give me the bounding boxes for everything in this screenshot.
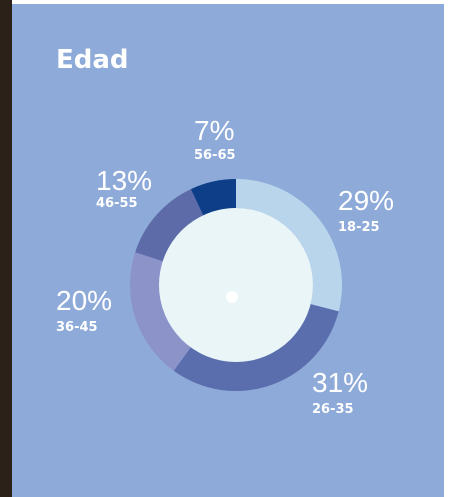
donut-segment — [173, 304, 339, 391]
category-label: 26-35 — [312, 402, 354, 417]
category-label: 36-45 — [56, 320, 98, 335]
percent-label: 7% — [194, 115, 234, 146]
category-label: 18-25 — [338, 220, 380, 235]
center-dot — [226, 291, 238, 303]
category-label: 56-65 — [194, 148, 236, 163]
donut-segment — [135, 189, 204, 262]
donut-hole — [159, 208, 313, 362]
photo-edge — [0, 0, 12, 497]
chart-title: Edad — [56, 45, 129, 75]
percent-label: 31% — [312, 367, 368, 398]
percent-label: 29% — [338, 185, 394, 216]
donut-segment — [236, 179, 342, 312]
category-label: 46-55 — [96, 196, 138, 211]
donut-segment — [190, 179, 236, 216]
percent-label: 13% — [96, 165, 152, 196]
percent-label: 20% — [56, 285, 112, 316]
donut-segment — [130, 252, 191, 371]
